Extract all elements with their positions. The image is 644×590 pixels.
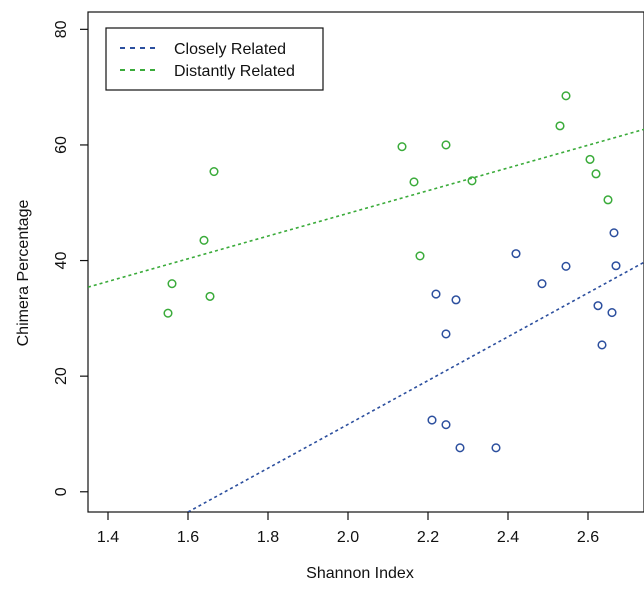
trend-line-2 <box>88 128 644 288</box>
data-point <box>455 443 465 453</box>
data-point <box>591 169 601 179</box>
data-point <box>431 289 441 299</box>
data-point <box>561 261 571 271</box>
data-point <box>415 251 425 261</box>
data-point <box>467 176 477 186</box>
data-point <box>603 195 613 205</box>
data-point <box>409 177 419 187</box>
data-point <box>593 301 603 311</box>
data-point <box>537 279 547 289</box>
plot-area <box>88 91 644 512</box>
trend-line-1 <box>187 261 644 512</box>
y-tick-label: 0 <box>53 487 70 496</box>
data-point <box>609 228 619 238</box>
data-point <box>209 166 219 177</box>
y-tick-label: 60 <box>53 136 70 154</box>
data-point <box>163 308 173 318</box>
data-point <box>561 91 571 101</box>
data-point <box>607 308 617 318</box>
axis-ticks: 1.4 1.6 1.8 2.0 2.2 2.4 2.6 0 20 40 60 80 <box>53 20 599 546</box>
data-point <box>585 154 595 164</box>
x-axis-label: Shannon Index <box>306 565 414 582</box>
y-tick-label: 80 <box>53 20 70 38</box>
legend-label: Distantly Related <box>174 63 295 80</box>
data-point <box>441 140 451 150</box>
x-tick-label: 1.8 <box>257 529 279 546</box>
y-axis-label: Chimera Percentage <box>15 200 32 347</box>
data-point <box>199 235 209 245</box>
legend-label: Closely Related <box>174 41 286 58</box>
data-point <box>611 261 621 271</box>
legend-box <box>105 27 324 91</box>
data-point <box>441 420 451 430</box>
x-tick-label: 1.4 <box>97 529 119 546</box>
legend: Closely Related Distantly Related <box>105 27 324 91</box>
data-point <box>441 329 451 339</box>
y-tick-label: 20 <box>53 367 70 385</box>
data-point <box>205 291 215 301</box>
x-tick-label: 2.2 <box>417 529 439 546</box>
data-point <box>167 279 177 289</box>
x-tick-label: 2.6 <box>577 529 599 546</box>
data-point <box>597 340 607 350</box>
data-point <box>427 415 437 425</box>
data-point <box>511 249 521 259</box>
plot-frame <box>87 11 644 513</box>
x-tick-label: 1.6 <box>177 529 199 546</box>
data-point <box>555 121 565 131</box>
data-point <box>397 142 407 152</box>
x-tick-label: 2.0 <box>337 529 359 546</box>
plot-marks <box>87 11 644 513</box>
data-point <box>451 295 461 305</box>
y-tick-label: 40 <box>53 252 70 270</box>
data-point <box>491 443 501 453</box>
x-tick-label: 2.4 <box>497 529 519 546</box>
